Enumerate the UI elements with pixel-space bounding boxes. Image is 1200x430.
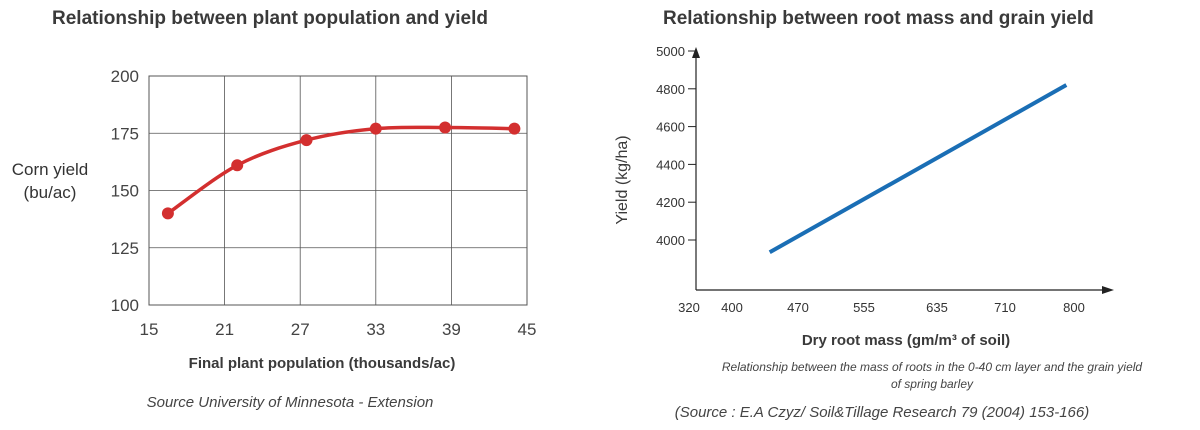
right-y-tick-label: 4600 (656, 120, 685, 135)
right-x-axis-arrow (1102, 286, 1114, 294)
left-grid (148, 75, 528, 306)
right-x-tick-label: 555 (853, 300, 875, 315)
root-mass-chart: 4000 4200 4400 4600 4800 5000 320 400 470 555 635… (614, 44, 1143, 421)
left-y-tick-label: 175 (111, 124, 139, 143)
left-x-tick-label: 21 (215, 320, 234, 339)
left-chart-title: Relationship between plant population an… (52, 8, 488, 29)
right-x-tick-label: 635 (926, 300, 948, 315)
left-x-tick-label: 33 (366, 320, 385, 339)
right-y-tick-label: 4000 (656, 233, 685, 248)
left-x-ticks: 15 21 27 33 39 45 (140, 320, 537, 339)
left-data-point (369, 122, 382, 135)
right-x-tick-label: 710 (994, 300, 1016, 315)
left-data-point (161, 207, 174, 220)
right-x-tick-label: 470 (787, 300, 809, 315)
right-y-axis-label: Yield (kg/ha) (614, 135, 631, 224)
right-y-tick-label: 4200 (656, 195, 685, 210)
left-series (161, 121, 521, 220)
left-x-tick-label: 45 (518, 320, 537, 339)
left-source-note: Source University of Minnesota - Extensi… (147, 394, 434, 411)
right-y-tick-label: 4400 (656, 157, 685, 172)
right-y-ticks: 4000 4200 4400 4600 4800 5000 (656, 44, 685, 248)
left-data-point (231, 159, 244, 172)
left-y-tick-label: 125 (111, 239, 139, 258)
left-x-axis-label: Final plant population (thousands/ac) (189, 355, 456, 372)
right-x-ticks: 320 400 470 555 635 710 800 (678, 300, 1085, 315)
left-y-ticks: 100 125 150 175 200 (111, 67, 139, 315)
right-x-tick-label: 400 (721, 300, 743, 315)
left-x-tick-label: 15 (140, 320, 159, 339)
left-x-tick-label: 27 (291, 320, 310, 339)
right-x-tick-label: 320 (678, 300, 700, 315)
right-source-note: (Source : E.A Czyz/ Soil&Tillage Researc… (675, 404, 1090, 421)
left-data-point (300, 134, 313, 147)
left-data-point (439, 121, 452, 134)
left-y-tick-label: 150 (111, 182, 139, 201)
left-series-line (166, 125, 515, 215)
left-y-axis-label-line2: (bu/ac) (24, 183, 77, 202)
left-y-tick-label: 200 (111, 67, 139, 86)
left-y-axis-label-line1: Corn yield (12, 160, 89, 179)
left-y-tick-label: 100 (111, 296, 139, 315)
right-axes (688, 47, 1114, 294)
right-y-tick-label: 4800 (656, 82, 685, 97)
left-x-tick-label: 39 (442, 320, 461, 339)
right-y-tick-label: 5000 (656, 44, 685, 59)
right-y-axis-arrow (692, 47, 700, 58)
right-series (768, 83, 1068, 255)
right-caption-line2: of spring barley (891, 377, 974, 391)
right-x-axis-label: Dry root mass (gm/m³ of soil) (802, 332, 1010, 349)
right-x-tick-label: 800 (1063, 300, 1085, 315)
right-caption-line1: Relationship between the mass of roots i… (722, 360, 1143, 374)
right-chart-title: Relationship between root mass and grain… (663, 8, 1094, 29)
left-data-point (508, 122, 521, 135)
right-series-line (768, 83, 1068, 255)
